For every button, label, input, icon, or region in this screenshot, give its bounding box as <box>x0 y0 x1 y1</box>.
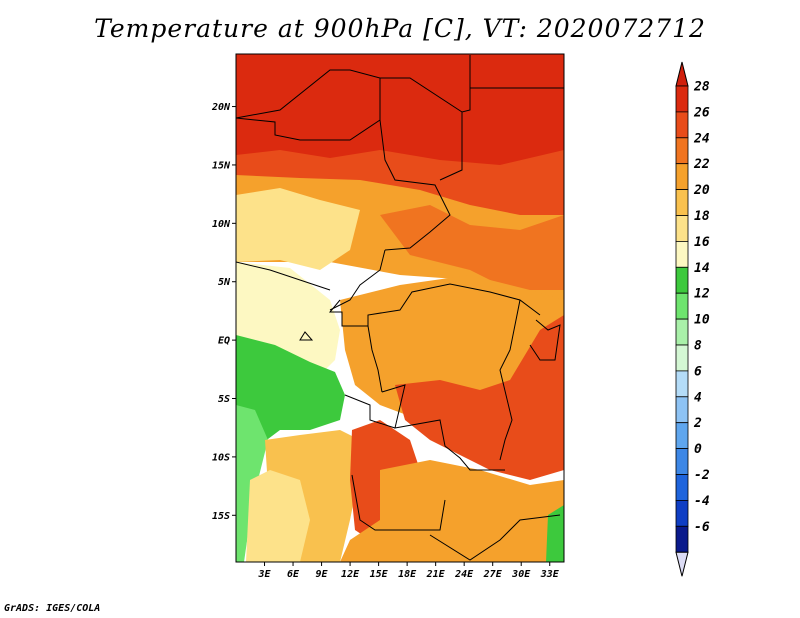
colorbar-swatch <box>675 85 689 113</box>
longitude-axis: 3E 6E 9E 12E 15E 18E 21E 24E 27E 30E 33E <box>257 562 560 580</box>
colorbar-swatch <box>675 266 689 294</box>
lat-tick-label: 10N <box>212 219 231 230</box>
colorbar-swatch <box>675 189 689 216</box>
lat-tick-label: 20N <box>211 102 231 113</box>
lon-tick-label: 6E <box>287 569 300 580</box>
map-frame <box>235 53 565 563</box>
colorbar-label: 26 <box>693 105 710 120</box>
lon-tick-label: 27E <box>483 569 503 580</box>
colorbar-label: 4 <box>694 390 702 405</box>
lon-tick-label: 21E <box>426 569 446 580</box>
colorbar-label: 18 <box>694 209 710 224</box>
colorbar-label: 8 <box>694 339 702 354</box>
colorbar-label: 12 <box>694 287 710 302</box>
lon-tick-label: 24E <box>454 569 474 580</box>
colorbar-label: -2 <box>694 468 710 483</box>
lon-tick-label: 9E <box>316 569 329 580</box>
colorbar-label: 20 <box>693 183 710 198</box>
region-cool-coast <box>236 188 360 270</box>
colorbar-swatch <box>675 318 689 346</box>
lon-tick-label: 30E <box>511 569 531 580</box>
latitude-axis: 20N 15N 10N 5N EQ 5S 10S 15S <box>211 102 236 522</box>
lat-tick-label: 5S <box>218 394 230 405</box>
colorbar-label: 24 <box>693 131 710 146</box>
colorbar-label: -6 <box>694 520 710 535</box>
colorbar-label: -4 <box>694 494 710 509</box>
colorbar-swatch <box>675 370 689 398</box>
country-boundaries <box>236 55 564 561</box>
colorbar-label: 16 <box>694 235 710 250</box>
colorbar-label: 2 <box>693 416 702 431</box>
colorbar-top-arrow <box>675 61 689 87</box>
chart-title: Temperature at 900hPa [C], VT: 202007271… <box>94 14 706 43</box>
colorbar-swatch <box>675 344 689 372</box>
lon-tick-label: 12E <box>341 569 360 580</box>
colorbar-swatch <box>675 448 689 475</box>
colorbar-swatch <box>675 163 689 190</box>
colorbar-label: 10 <box>694 313 710 328</box>
colorbar-label: 0 <box>694 442 702 457</box>
colorbar-swatch <box>675 137 689 165</box>
lon-tick-label: 18E <box>398 569 417 580</box>
lon-tick-label: 3E <box>257 569 271 580</box>
colorbar-swatch <box>675 215 689 242</box>
lon-tick-label: 33E <box>540 569 560 580</box>
colorbar-swatch <box>675 396 689 424</box>
region-sahel-orange <box>380 205 564 290</box>
region-east-green <box>546 505 564 562</box>
grads-credit: GrADS: IGES/COLA <box>4 603 101 614</box>
lat-tick-label: 15S <box>212 511 230 522</box>
colorbar-swatch <box>675 240 689 268</box>
colorbar-swatch <box>675 111 689 139</box>
colorbar-swatch <box>675 499 689 527</box>
lat-tick-label: 15N <box>212 160 231 171</box>
lat-tick-label: 10S <box>212 452 230 463</box>
colorbar-label: 28 <box>693 80 710 95</box>
colorbar-label: 22 <box>693 157 710 172</box>
region-congo-hot <box>395 315 564 480</box>
colorbar-swatch <box>675 292 689 320</box>
region-ocean-green <box>236 335 345 452</box>
temperature-field <box>236 54 564 562</box>
colorbar-label: 14 <box>694 261 710 276</box>
colorbar-swatch <box>675 525 689 553</box>
colorbar-label: 6 <box>694 364 702 379</box>
colorbar-swatch <box>675 474 689 501</box>
colorbar-swatch <box>675 422 689 450</box>
region-south-orange <box>340 460 564 562</box>
region-ocean-pale <box>246 470 310 562</box>
lon-tick-label: 15E <box>370 569 389 580</box>
colorbar-bottom-arrow <box>675 551 689 577</box>
lat-tick-label: EQ <box>218 336 230 347</box>
lat-tick-label: 5N <box>218 277 231 288</box>
